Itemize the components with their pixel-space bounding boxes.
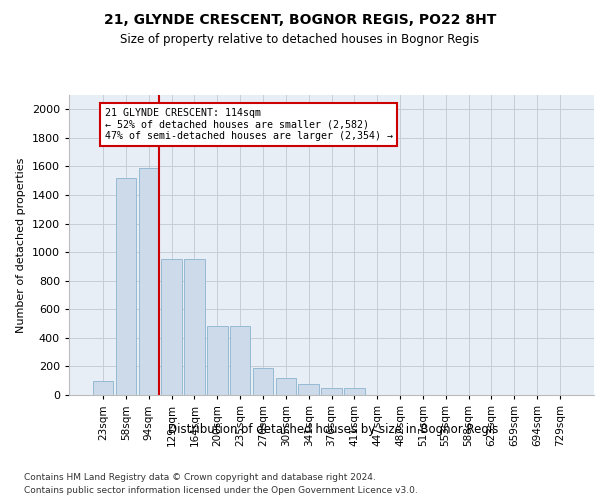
Text: Contains HM Land Registry data © Crown copyright and database right 2024.: Contains HM Land Registry data © Crown c…: [24, 472, 376, 482]
Bar: [207, 326, 227, 395]
Bar: [275, 378, 296, 395]
Text: 21 GLYNDE CRESCENT: 114sqm
← 52% of detached houses are smaller (2,582)
47% of s: 21 GLYNDE CRESCENT: 114sqm ← 52% of deta…: [105, 108, 393, 141]
Text: Contains public sector information licensed under the Open Government Licence v3: Contains public sector information licen…: [24, 486, 418, 495]
Bar: [321, 388, 342, 395]
Y-axis label: Number of detached properties: Number of detached properties: [16, 158, 26, 332]
Text: Size of property relative to detached houses in Bognor Regis: Size of property relative to detached ho…: [121, 32, 479, 46]
Text: 21, GLYNDE CRESCENT, BOGNOR REGIS, PO22 8HT: 21, GLYNDE CRESCENT, BOGNOR REGIS, PO22 …: [104, 12, 496, 26]
Bar: [93, 380, 113, 395]
Bar: [161, 260, 182, 395]
Bar: [139, 168, 159, 395]
Text: Distribution of detached houses by size in Bognor Regis: Distribution of detached houses by size …: [168, 422, 498, 436]
Bar: [344, 388, 365, 395]
Bar: [253, 368, 273, 395]
Bar: [230, 326, 250, 395]
Bar: [184, 260, 205, 395]
Bar: [298, 384, 319, 395]
Bar: [116, 178, 136, 395]
